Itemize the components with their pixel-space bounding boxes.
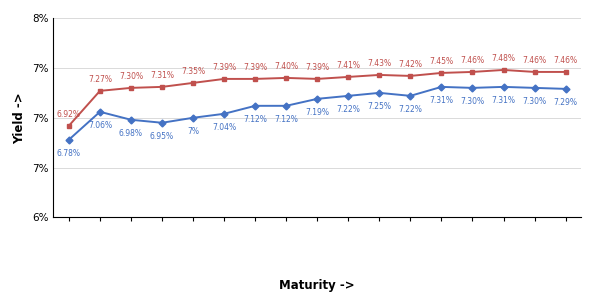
Text: 7.30%: 7.30% — [460, 97, 484, 106]
06-03-2023 — [469, 70, 476, 74]
Text: 6.92%: 6.92% — [57, 110, 81, 119]
06-03-2023 — [531, 70, 538, 74]
Text: 7.22%: 7.22% — [398, 105, 422, 114]
06-04-2023 — [65, 138, 72, 142]
Text: 6.98%: 6.98% — [119, 129, 143, 138]
Text: 7.30%: 7.30% — [119, 72, 143, 81]
06-03-2023 — [190, 81, 197, 85]
06-04-2023 — [438, 85, 445, 89]
Text: 7.42%: 7.42% — [398, 60, 422, 69]
06-04-2023 — [158, 121, 165, 125]
06-03-2023 — [221, 77, 228, 81]
06-04-2023 — [345, 94, 352, 98]
06-03-2023 — [283, 76, 290, 80]
Text: 7.35%: 7.35% — [181, 67, 205, 76]
Text: 7.43%: 7.43% — [367, 59, 391, 68]
06-04-2023 — [251, 104, 259, 108]
Text: 7.31%: 7.31% — [492, 96, 515, 105]
X-axis label: Maturity ->: Maturity -> — [279, 279, 355, 292]
06-04-2023 — [127, 118, 135, 122]
06-04-2023 — [469, 86, 476, 90]
Text: 7.27%: 7.27% — [88, 75, 112, 84]
06-03-2023 — [158, 85, 165, 89]
Text: 7.04%: 7.04% — [212, 123, 236, 132]
06-03-2023 — [65, 124, 72, 127]
06-03-2023 — [97, 89, 104, 93]
Text: 7.48%: 7.48% — [492, 54, 515, 63]
Text: 7.06%: 7.06% — [88, 121, 112, 130]
Text: 6.95%: 6.95% — [150, 132, 174, 141]
Text: 7.41%: 7.41% — [336, 61, 361, 70]
Text: 7.19%: 7.19% — [305, 108, 329, 117]
06-03-2023 — [376, 73, 383, 77]
Text: 7.31%: 7.31% — [429, 96, 454, 105]
Text: 7%: 7% — [187, 127, 199, 136]
06-04-2023 — [283, 104, 290, 108]
Text: 6.78%: 6.78% — [57, 149, 81, 158]
Line: 06-03-2023: 06-03-2023 — [66, 68, 568, 128]
Text: 7.39%: 7.39% — [243, 63, 267, 72]
Text: 7.45%: 7.45% — [429, 57, 454, 66]
06-03-2023 — [438, 71, 445, 75]
06-04-2023 — [562, 87, 569, 91]
06-04-2023 — [97, 110, 104, 114]
06-03-2023 — [500, 68, 507, 72]
Text: 7.46%: 7.46% — [460, 56, 484, 65]
Text: 7.30%: 7.30% — [522, 97, 547, 106]
06-03-2023 — [314, 77, 321, 81]
06-03-2023 — [127, 86, 135, 90]
06-03-2023 — [345, 75, 352, 79]
06-04-2023 — [190, 116, 197, 120]
Text: 7.12%: 7.12% — [275, 115, 298, 124]
Text: 7.39%: 7.39% — [212, 63, 236, 72]
Text: 7.46%: 7.46% — [522, 56, 547, 65]
Text: 7.31%: 7.31% — [150, 71, 174, 80]
Text: 7.29%: 7.29% — [554, 98, 578, 107]
06-03-2023 — [251, 77, 259, 81]
06-03-2023 — [562, 70, 569, 74]
06-04-2023 — [221, 112, 228, 116]
06-04-2023 — [407, 94, 414, 98]
Y-axis label: Yield ->: Yield -> — [14, 92, 27, 143]
06-04-2023 — [531, 86, 538, 90]
06-03-2023 — [407, 74, 414, 78]
Text: 7.39%: 7.39% — [305, 63, 329, 72]
Line: 06-04-2023: 06-04-2023 — [66, 85, 568, 142]
06-04-2023 — [500, 85, 507, 89]
06-04-2023 — [314, 97, 321, 101]
Text: 7.22%: 7.22% — [336, 105, 360, 114]
Text: 7.25%: 7.25% — [367, 102, 391, 111]
Text: 7.46%: 7.46% — [553, 56, 578, 65]
06-04-2023 — [376, 91, 383, 95]
Text: 7.12%: 7.12% — [243, 115, 267, 124]
Text: 7.40%: 7.40% — [274, 62, 298, 71]
